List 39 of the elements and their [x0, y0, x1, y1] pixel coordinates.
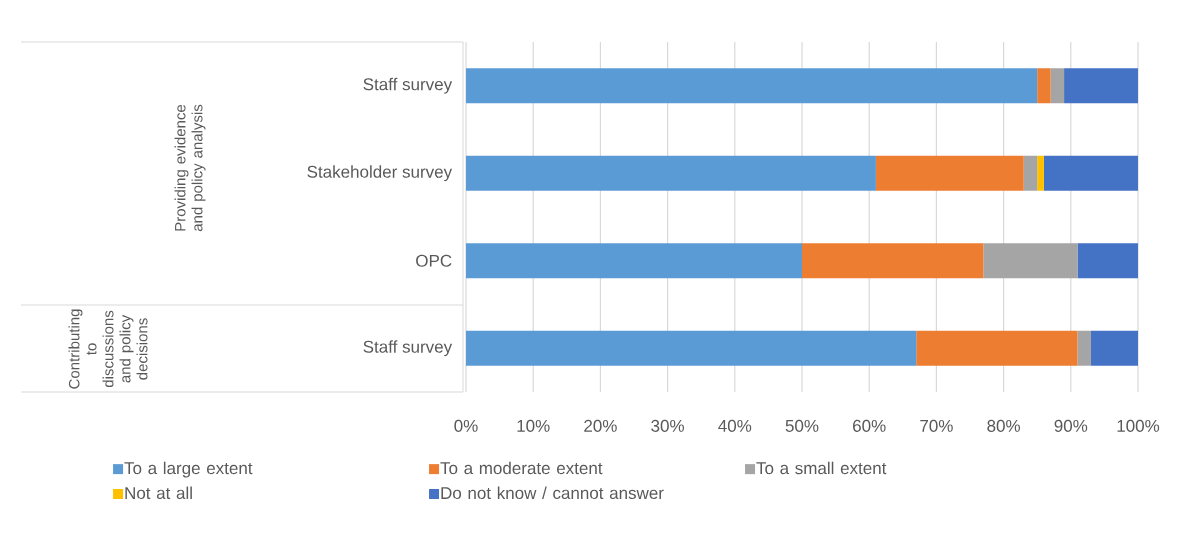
- bar: [1043, 155, 1138, 191]
- bar: [466, 155, 876, 191]
- bar: [466, 330, 917, 366]
- legend-label: To a moderate extent: [440, 461, 603, 475]
- x-tick-label: 60%: [853, 419, 886, 432]
- bar: [1064, 68, 1138, 104]
- bar: [983, 243, 1078, 279]
- legend-label: To a small extent: [756, 461, 887, 475]
- bar: [466, 68, 1038, 104]
- x-tick-label: 50%: [785, 419, 819, 432]
- x-tick-label: 0%: [454, 419, 478, 432]
- y-tick-label: Staff survey: [363, 340, 453, 357]
- bar: [1050, 68, 1065, 104]
- x-tick-label: 70%: [920, 419, 953, 432]
- x-tick-label: 40%: [718, 419, 752, 432]
- bar: [875, 155, 1024, 191]
- bar: [1037, 68, 1051, 104]
- x-tick-label: 80%: [987, 419, 1020, 432]
- bar: [1077, 243, 1138, 279]
- x-tick-label: 90%: [1054, 419, 1088, 432]
- legend-label: To a large extent: [124, 461, 253, 478]
- y-tick-label: Staff survey: [363, 77, 453, 94]
- x-tick-label: 30%: [651, 419, 684, 432]
- x-tick-label: 100%: [1117, 419, 1160, 432]
- x-tick-label: 10%: [517, 419, 550, 432]
- legend-label: Do not know / cannot answer: [441, 486, 664, 500]
- text: Contributing to discussions and policy decisions: [68, 309, 148, 389]
- y-tick-label: Stakeholder survey: [307, 165, 453, 182]
- bar: [466, 243, 802, 279]
- x-tick-label: 20%: [584, 419, 617, 432]
- bar: [1090, 330, 1138, 366]
- legend-label: Not at all: [125, 486, 192, 500]
- bar: [1023, 155, 1038, 191]
- bar: [1037, 155, 1044, 191]
- bar: [916, 330, 1078, 366]
- bar: [802, 243, 984, 279]
- bar: [1077, 330, 1091, 366]
- text: Providing evidence and policy analysis: [174, 104, 206, 232]
- y-tick-label: OPC: [416, 254, 452, 267]
